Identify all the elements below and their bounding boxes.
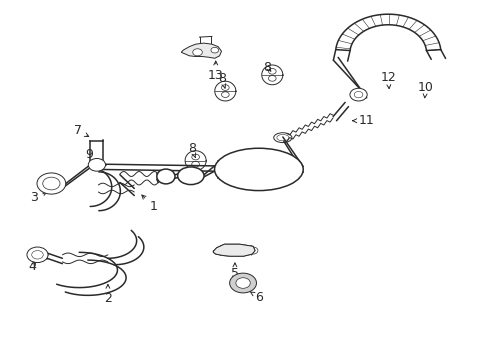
Ellipse shape [214,148,303,190]
Text: 13: 13 [207,61,223,82]
Text: 5: 5 [230,263,239,280]
Circle shape [88,158,105,171]
Circle shape [192,49,202,56]
Text: 8: 8 [263,60,271,73]
Circle shape [248,247,257,254]
Circle shape [235,278,250,288]
Text: 7: 7 [74,124,88,137]
Text: 2: 2 [104,284,112,305]
Ellipse shape [177,167,203,185]
Polygon shape [181,43,221,58]
Text: 9: 9 [84,148,96,164]
Text: 1: 1 [142,195,157,213]
Text: 8: 8 [187,142,195,158]
Circle shape [27,247,48,262]
Circle shape [37,173,65,194]
Circle shape [229,273,256,293]
Text: 4: 4 [29,260,37,273]
Text: 3: 3 [30,191,47,204]
Text: 8: 8 [218,72,225,88]
Text: 6: 6 [249,291,262,303]
Circle shape [210,48,218,53]
Ellipse shape [157,169,175,184]
Text: 11: 11 [352,114,374,127]
Polygon shape [213,244,255,256]
Text: 12: 12 [380,71,395,89]
Circle shape [349,88,366,101]
Text: 10: 10 [417,81,433,98]
